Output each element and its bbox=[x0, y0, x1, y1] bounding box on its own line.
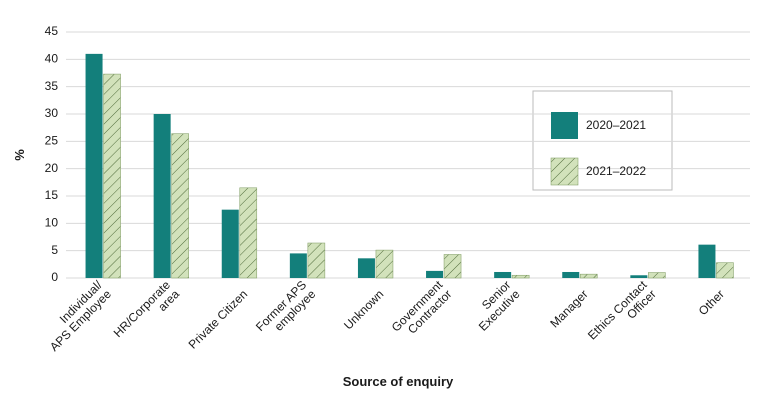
y-tick-label: 15 bbox=[45, 188, 59, 202]
x-tick-label: Former APSemployee bbox=[253, 278, 319, 344]
bar bbox=[443, 254, 462, 279]
y-tick-label: 10 bbox=[45, 216, 59, 230]
y-axis-title: % bbox=[12, 149, 27, 161]
y-tick-label: 5 bbox=[51, 243, 58, 257]
bar bbox=[426, 270, 444, 278]
legend-label: 2021–2022 bbox=[586, 164, 646, 178]
legend-label: 2020–2021 bbox=[586, 118, 646, 132]
x-tick-label: Ethics ContactOfficer bbox=[585, 277, 659, 351]
bar bbox=[307, 242, 326, 279]
y-tick-label: 35 bbox=[45, 79, 59, 93]
bar bbox=[85, 53, 103, 278]
x-axis-title: Source of enquiry bbox=[343, 374, 454, 389]
x-tick-label: HR/Corporatearea bbox=[111, 278, 183, 350]
x-tick-label: Private Citizen bbox=[186, 287, 251, 352]
legend-swatch bbox=[551, 112, 578, 139]
x-tick-label: Unknown bbox=[341, 287, 386, 332]
bar bbox=[511, 274, 530, 279]
bar bbox=[289, 253, 307, 278]
x-tick-label: SeniorExecutive bbox=[467, 278, 523, 334]
bar bbox=[153, 114, 171, 278]
legend-swatch bbox=[550, 157, 579, 186]
bar bbox=[698, 244, 716, 278]
bar bbox=[562, 271, 580, 278]
x-tick-label: GovernmentContractor bbox=[389, 277, 455, 343]
bar bbox=[648, 272, 666, 279]
y-tick-label: 45 bbox=[45, 24, 59, 38]
x-tick-label: Manager bbox=[547, 287, 590, 330]
y-tick-label: 40 bbox=[45, 52, 59, 66]
bar bbox=[375, 249, 394, 279]
x-tick-label: Individual/APS Employee bbox=[38, 277, 115, 354]
y-tick-label: 25 bbox=[45, 134, 59, 148]
x-tick-label: Other bbox=[696, 287, 727, 318]
bar bbox=[239, 187, 258, 279]
bar bbox=[357, 258, 375, 278]
bar bbox=[630, 275, 648, 278]
bar bbox=[579, 273, 598, 279]
y-tick-label: 20 bbox=[45, 161, 59, 175]
bar bbox=[716, 262, 734, 279]
bar bbox=[171, 133, 189, 279]
bar bbox=[103, 73, 121, 279]
y-tick-label: 0 bbox=[51, 270, 58, 284]
y-tick-label: 30 bbox=[45, 106, 59, 120]
bar bbox=[221, 209, 239, 278]
bar bbox=[494, 271, 512, 278]
